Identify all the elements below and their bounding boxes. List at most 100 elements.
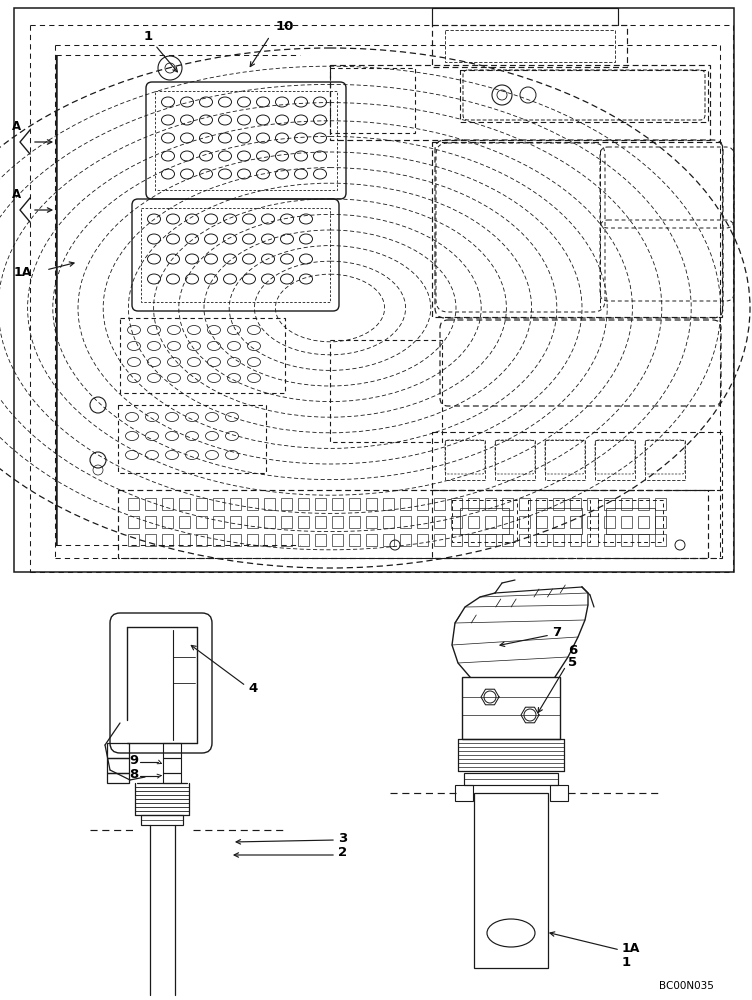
Bar: [417, 498, 428, 510]
Bar: [141, 815, 183, 825]
Bar: [464, 773, 558, 785]
Bar: [315, 534, 326, 546]
Bar: [502, 516, 513, 528]
Bar: [264, 516, 275, 528]
Bar: [417, 516, 428, 528]
Bar: [432, 432, 722, 490]
Text: 8: 8: [129, 768, 138, 780]
Bar: [550, 785, 568, 801]
Bar: [553, 516, 564, 528]
Bar: [332, 516, 343, 528]
Bar: [247, 516, 258, 528]
Bar: [145, 498, 156, 510]
Bar: [196, 534, 207, 546]
Bar: [349, 516, 360, 528]
Bar: [120, 318, 285, 393]
Bar: [298, 498, 309, 510]
Bar: [298, 534, 309, 546]
Bar: [196, 516, 207, 528]
Bar: [400, 498, 411, 510]
Bar: [330, 65, 710, 140]
Bar: [445, 30, 615, 62]
Bar: [163, 758, 181, 773]
Bar: [383, 534, 394, 546]
Text: BC00N035: BC00N035: [659, 981, 714, 991]
Bar: [281, 534, 292, 546]
Text: 5: 5: [568, 656, 577, 670]
Bar: [545, 440, 585, 480]
Bar: [536, 516, 547, 528]
Bar: [162, 498, 173, 510]
Bar: [468, 516, 479, 528]
Bar: [400, 534, 411, 546]
Text: 9: 9: [129, 754, 138, 766]
Bar: [587, 498, 598, 510]
Bar: [128, 498, 139, 510]
Bar: [451, 516, 462, 528]
Bar: [468, 534, 479, 546]
Bar: [621, 534, 632, 546]
Bar: [366, 534, 377, 546]
Text: 7: 7: [552, 626, 561, 640]
Bar: [502, 534, 513, 546]
Bar: [366, 516, 377, 528]
Bar: [621, 516, 632, 528]
Bar: [451, 534, 462, 546]
Bar: [247, 498, 258, 510]
Bar: [349, 534, 360, 546]
Bar: [332, 534, 343, 546]
Bar: [383, 498, 394, 510]
Text: 2: 2: [338, 846, 347, 858]
Bar: [107, 743, 129, 758]
Bar: [434, 534, 445, 546]
Bar: [230, 516, 241, 528]
Bar: [14, 8, 734, 572]
Bar: [604, 534, 615, 546]
Bar: [230, 498, 241, 510]
Bar: [315, 498, 326, 510]
Bar: [230, 534, 241, 546]
Bar: [128, 516, 139, 528]
Bar: [587, 534, 598, 546]
Bar: [598, 500, 663, 542]
Bar: [553, 498, 564, 510]
Bar: [645, 440, 685, 480]
Bar: [655, 498, 666, 510]
Text: 4: 4: [248, 682, 257, 694]
Text: 1A: 1A: [622, 942, 641, 954]
Bar: [604, 516, 615, 528]
Bar: [179, 498, 190, 510]
Bar: [179, 534, 190, 546]
Bar: [118, 490, 708, 558]
Bar: [163, 773, 181, 783]
Bar: [432, 25, 627, 67]
Bar: [536, 508, 582, 534]
Bar: [179, 516, 190, 528]
Bar: [145, 534, 156, 546]
Bar: [587, 516, 598, 528]
Bar: [213, 534, 224, 546]
Bar: [519, 534, 530, 546]
Bar: [570, 498, 581, 510]
Bar: [298, 516, 309, 528]
Bar: [196, 498, 207, 510]
Bar: [621, 498, 632, 510]
Bar: [281, 498, 292, 510]
Bar: [434, 498, 445, 510]
Bar: [281, 516, 292, 528]
Bar: [638, 534, 649, 546]
Bar: [432, 142, 722, 317]
Bar: [485, 498, 496, 510]
Bar: [638, 516, 649, 528]
Bar: [162, 534, 173, 546]
Bar: [349, 498, 360, 510]
Bar: [128, 534, 139, 546]
Bar: [107, 758, 129, 773]
Bar: [332, 498, 343, 510]
Bar: [474, 793, 548, 968]
Bar: [528, 500, 590, 542]
Text: 1: 1: [622, 956, 631, 968]
Bar: [519, 516, 530, 528]
Bar: [455, 785, 473, 801]
Bar: [655, 516, 666, 528]
